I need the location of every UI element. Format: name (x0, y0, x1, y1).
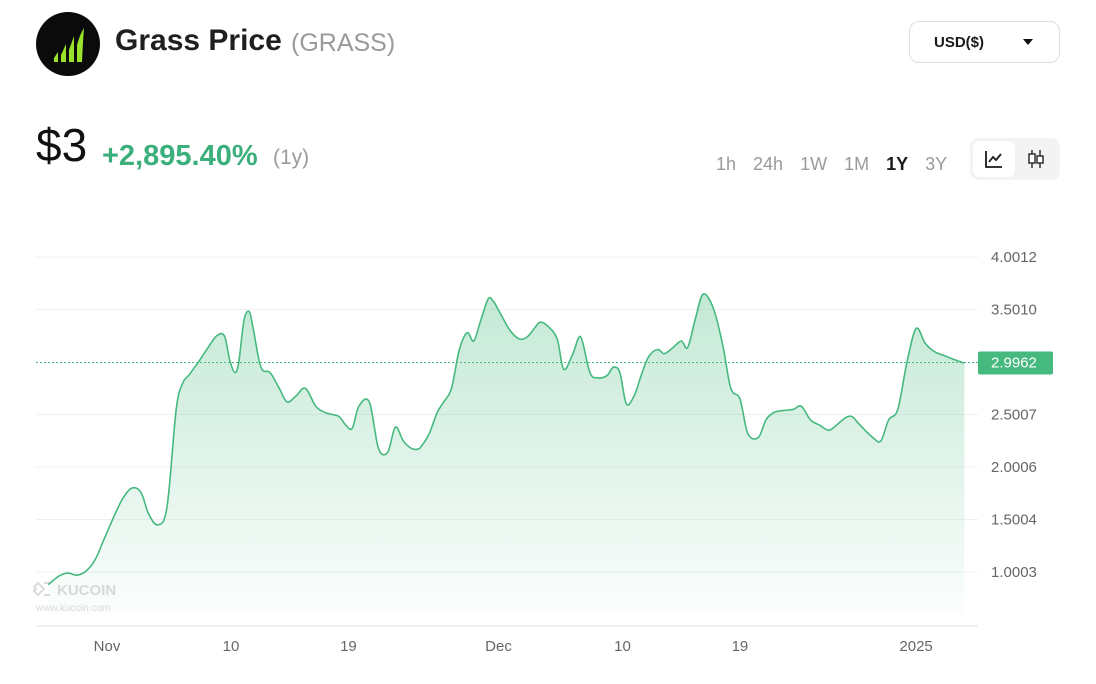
x-tick-label: 2025 (899, 638, 932, 655)
time-range-selector: 1h 24h 1W 1M 1Y 3Y (716, 152, 964, 176)
candlestick-icon (1028, 150, 1044, 168)
x-tick-label: 19 (340, 638, 357, 655)
x-tick-label: Nov (94, 638, 121, 655)
range-24h[interactable]: 24h (753, 154, 784, 174)
line-chart-icon (985, 151, 1002, 168)
x-tick-label: Dec (485, 638, 512, 655)
current-price: $3 (36, 119, 88, 171)
y-tick-label: 3.5010 (991, 302, 1037, 319)
watermark-url: www.kucoin.com (35, 603, 110, 614)
caret-down-icon (1023, 39, 1033, 45)
price-line (47, 293, 965, 586)
range-1h[interactable]: 1h (716, 154, 737, 174)
current-price-label: 2.9962 (991, 354, 1037, 371)
page-title: Grass Price (115, 24, 282, 57)
range-3y[interactable]: 3Y (925, 154, 948, 174)
y-tick-label: 4.0012 (991, 249, 1037, 266)
chart-type-toggle (970, 138, 1060, 180)
price-area-fill (48, 293, 965, 614)
range-1y[interactable]: 1Y (886, 154, 909, 174)
watermark-brand: KUCOIN (57, 582, 116, 599)
current-price-badge: 2.9962 (978, 351, 1053, 375)
x-tick-label: 10 (223, 638, 240, 655)
x-tick-label: 19 (732, 638, 749, 655)
y-tick-label: 2.5007 (991, 407, 1037, 424)
kucoin-watermark: KUCOIN www.kucoin.com (32, 581, 116, 614)
line-chart-button[interactable] (973, 141, 1015, 177)
change-period: (1y) (273, 146, 310, 169)
currency-select[interactable]: USD($) (909, 21, 1060, 63)
ticker-symbol: (GRASS) (291, 29, 396, 57)
range-1w[interactable]: 1W (800, 154, 828, 174)
y-tick-label: 1.5004 (991, 512, 1037, 529)
x-tick-label: 10 (614, 638, 631, 655)
price-change: +2,895.40% (102, 140, 258, 172)
grass-logo-icon (36, 12, 100, 76)
y-tick-label: 1.0003 (991, 564, 1037, 581)
y-tick-label: 2.0006 (991, 459, 1037, 476)
currency-label: USD($) (934, 34, 985, 51)
range-1m[interactable]: 1M (844, 154, 870, 174)
candlestick-chart-button[interactable] (1015, 141, 1057, 177)
